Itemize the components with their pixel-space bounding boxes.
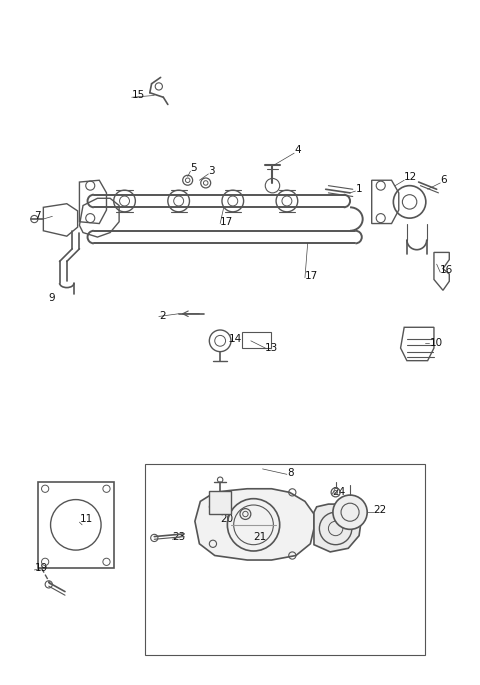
Bar: [38, 482, 114, 568]
Text: 10: 10: [430, 338, 443, 347]
Text: 15: 15: [132, 90, 145, 101]
Text: 4: 4: [294, 145, 301, 155]
Text: 20: 20: [220, 514, 233, 525]
Text: 23: 23: [172, 532, 186, 543]
Text: 2: 2: [159, 310, 166, 321]
Bar: [145, 464, 425, 655]
Text: 17: 17: [305, 271, 318, 281]
Text: 14: 14: [229, 334, 242, 344]
Polygon shape: [195, 489, 314, 560]
Text: 11: 11: [79, 514, 93, 525]
Text: 9: 9: [49, 292, 55, 303]
Bar: [209, 490, 231, 514]
Circle shape: [333, 495, 367, 530]
Bar: [242, 332, 271, 348]
Text: 24: 24: [332, 487, 345, 497]
Text: 5: 5: [191, 162, 197, 173]
Text: 17: 17: [220, 216, 233, 227]
Text: 16: 16: [440, 266, 454, 275]
Text: 21: 21: [253, 532, 267, 543]
Text: 19: 19: [35, 563, 48, 573]
Text: 18: 18: [330, 0, 344, 1]
Text: 13: 13: [265, 343, 278, 353]
Text: 6: 6: [440, 175, 447, 185]
Text: 8: 8: [287, 468, 294, 477]
Text: 12: 12: [404, 172, 418, 182]
Text: 3: 3: [208, 166, 215, 176]
Text: 7: 7: [35, 212, 41, 221]
Polygon shape: [314, 504, 361, 552]
Text: 1: 1: [356, 184, 362, 195]
Text: 22: 22: [373, 506, 387, 515]
